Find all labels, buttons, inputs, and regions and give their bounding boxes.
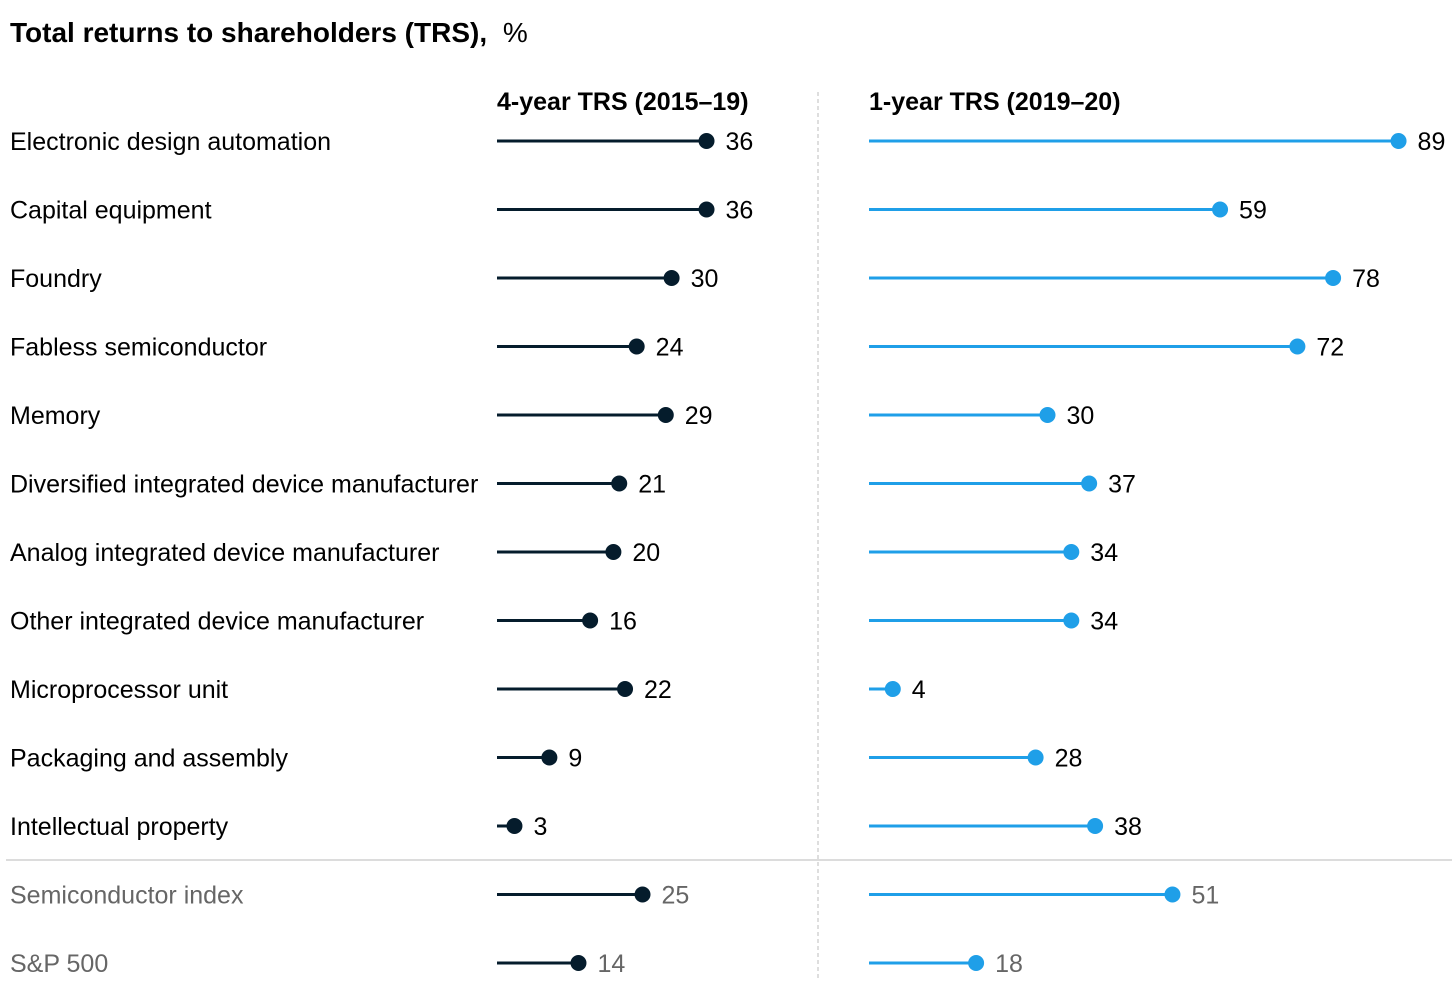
lollipop-point — [617, 681, 634, 697]
category-label: Foundry — [10, 265, 102, 293]
value-label: 37 — [1108, 471, 1136, 499]
lollipop-point — [541, 749, 558, 766]
category-label: Packaging and assembly — [10, 745, 288, 773]
table-row: Fabless semiconductor 24 72 — [10, 334, 1344, 362]
value-label: 18 — [995, 950, 1023, 978]
table-row: Intellectual property 3 38 — [10, 813, 1142, 841]
lollipop-point — [1087, 818, 1104, 834]
value-label: 51 — [1191, 882, 1219, 910]
value-label: 25 — [662, 882, 690, 910]
lollipop-point — [605, 544, 622, 560]
value-label: 22 — [644, 676, 672, 704]
value-label: 89 — [1418, 128, 1446, 156]
table-row: Microprocessor unit 22 4 — [10, 676, 926, 704]
value-label: 16 — [609, 608, 637, 636]
value-label: 21 — [638, 471, 666, 499]
value-label: 28 — [1055, 745, 1083, 773]
lollipop-point — [1325, 270, 1342, 286]
table-row: S&P 500 14 18 — [10, 950, 1023, 978]
value-label: 30 — [691, 265, 719, 293]
category-label: Electronic design automation — [10, 128, 331, 156]
table-row: Semiconductor index 25 51 — [10, 882, 1219, 910]
table-row: Capital equipment 36 59 — [10, 197, 1267, 225]
value-label: 20 — [632, 539, 660, 567]
panel-header-4yr: 4-year TRS (2015–19) — [497, 88, 749, 116]
value-label: 59 — [1239, 197, 1267, 225]
category-label: S&P 500 — [10, 950, 108, 978]
panel-header-1yr: 1-year TRS (2019–20) — [869, 88, 1121, 116]
lollipop-point — [634, 886, 651, 903]
category-label: Memory — [10, 402, 101, 430]
chart-title: Total returns to shareholders (TRS), % — [10, 17, 528, 48]
value-label: 4 — [912, 676, 926, 704]
chart-title-main: Total returns to shareholders (TRS), — [10, 17, 487, 48]
lollipop-point — [1081, 475, 1098, 492]
lollipop-point — [698, 133, 715, 149]
table-row: Analog integrated device manufacturer 20 3… — [10, 539, 1118, 567]
table-row: Other integrated device manufacturer 16 34 — [10, 608, 1118, 636]
value-label: 30 — [1067, 402, 1095, 430]
category-label: Diversified integrated device manufactur… — [10, 471, 478, 499]
lollipop-point — [884, 681, 901, 697]
value-label: 14 — [597, 950, 625, 978]
value-label: 29 — [685, 402, 713, 430]
value-label: 38 — [1114, 813, 1142, 841]
chart-rows: Electronic design automation 36 89 Capital … — [10, 128, 1445, 978]
lollipop-point — [1289, 338, 1306, 355]
chart-title-unit: % — [503, 17, 528, 48]
lollipop-point — [1063, 544, 1080, 560]
lollipop-point — [506, 818, 523, 834]
lollipop-point — [663, 270, 680, 286]
value-label: 34 — [1090, 539, 1118, 567]
lollipop-point — [968, 955, 985, 971]
category-label: Microprocessor unit — [10, 676, 228, 704]
lollipop-point — [1164, 886, 1181, 903]
value-label: 34 — [1090, 608, 1118, 636]
lollipop-point — [582, 612, 599, 629]
lollipop-point — [1027, 749, 1044, 766]
table-row: Memory 29 30 — [10, 402, 1094, 430]
value-label: 3 — [533, 813, 547, 841]
category-label: Other integrated device manufacturer — [10, 608, 424, 636]
lollipop-point — [1212, 201, 1229, 218]
lollipop-point — [1390, 133, 1407, 149]
lollipop-point — [657, 407, 674, 423]
lollipop-point — [611, 475, 628, 492]
value-label: 78 — [1352, 265, 1380, 293]
value-label: 24 — [656, 334, 684, 362]
table-row: Electronic design automation 36 89 — [10, 128, 1445, 156]
table-row: Diversified integrated device manufactur… — [10, 471, 1136, 499]
lollipop-point — [1039, 407, 1056, 423]
category-label: Analog integrated device manufacturer — [10, 539, 439, 567]
lollipop-point — [628, 338, 645, 355]
table-row: Foundry 30 78 — [10, 265, 1380, 293]
category-label: Semiconductor index — [10, 882, 244, 910]
table-row: Packaging and assembly 9 28 — [10, 745, 1082, 773]
lollipop-point — [570, 955, 587, 971]
value-label: 36 — [726, 128, 754, 156]
value-label: 36 — [726, 197, 754, 225]
category-label: Intellectual property — [10, 813, 229, 841]
category-label: Capital equipment — [10, 197, 212, 225]
value-label: 9 — [568, 745, 582, 773]
value-label: 72 — [1316, 334, 1344, 362]
lollipop-point — [698, 201, 715, 218]
category-label: Fabless semiconductor — [10, 334, 267, 362]
lollipop-point — [1063, 612, 1080, 629]
